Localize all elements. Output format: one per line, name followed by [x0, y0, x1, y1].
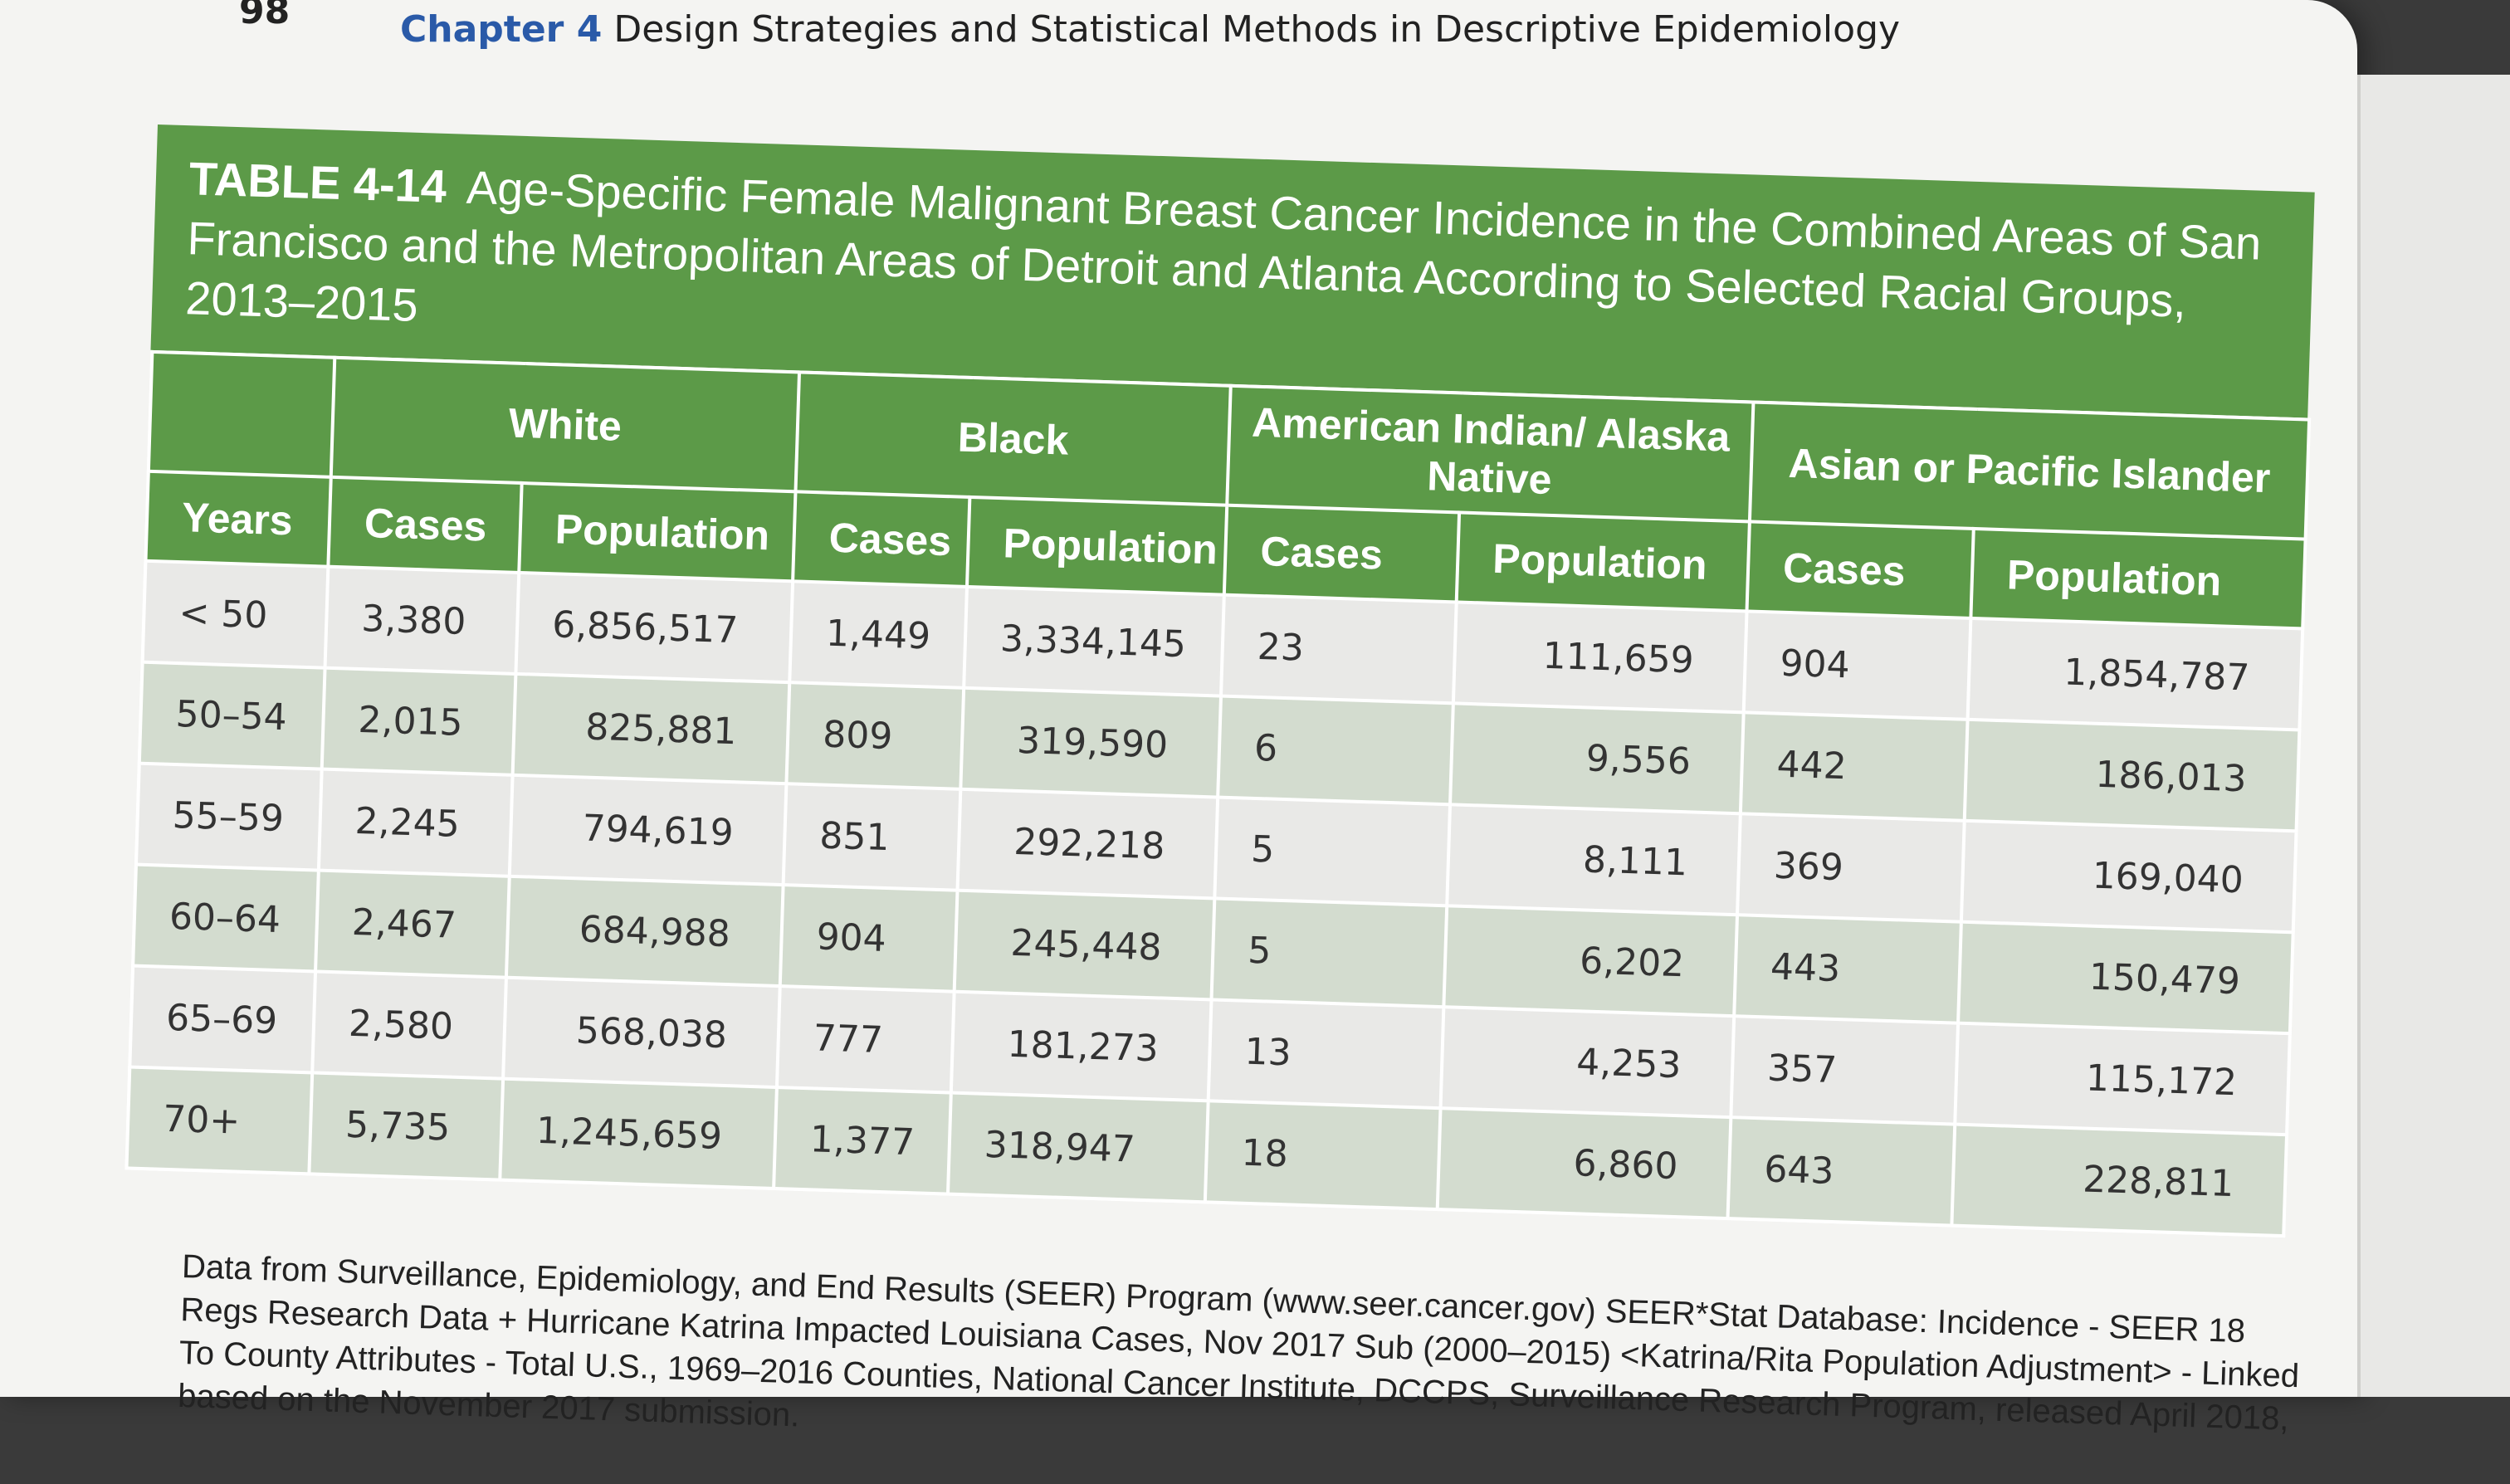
cell-aian-population: 6,202 — [1443, 906, 1738, 1017]
col-header-white-cases: Cases — [328, 476, 522, 573]
cell-aian-cases: 5 — [1211, 898, 1448, 1008]
cell-black-cases: 777 — [776, 986, 955, 1093]
group-header-white: White — [330, 357, 800, 492]
next-page-edge — [2357, 75, 2510, 1397]
cell-black-population: 181,273 — [950, 991, 1212, 1101]
cell-black-cases: 809 — [786, 682, 964, 789]
cell-years: 55–59 — [135, 763, 322, 871]
cell-aian-cases: 13 — [1208, 999, 1444, 1109]
cell-aian-cases: 5 — [1214, 797, 1451, 906]
cell-aian-population: 8,111 — [1447, 804, 1741, 915]
cell-aian-population: 9,556 — [1450, 703, 1744, 814]
group-header-american-indian: American Indian/ Alaska Native — [1227, 385, 1754, 522]
cell-api-cases: 369 — [1737, 813, 1965, 922]
cell-white-cases: 3,380 — [325, 566, 520, 674]
cell-aian-population: 4,253 — [1440, 1007, 1735, 1118]
cell-api-population: 150,479 — [1958, 921, 2293, 1034]
col-header-black-population: Population — [966, 496, 1228, 595]
cell-white-cases: 5,735 — [309, 1072, 504, 1180]
cell-api-cases: 357 — [1731, 1016, 1959, 1125]
cell-api-cases: 442 — [1740, 712, 1968, 821]
cell-black-cases: 1,449 — [789, 581, 967, 688]
cell-white-population: 6,856,517 — [515, 572, 794, 683]
cell-years: 60–64 — [133, 864, 319, 972]
cell-white-population: 684,988 — [505, 876, 784, 987]
group-header-black: Black — [795, 372, 1231, 505]
cell-years: 70+ — [126, 1067, 313, 1174]
cell-api-cases: 443 — [1734, 915, 1961, 1023]
col-header-aian-cases: Cases — [1223, 505, 1460, 603]
cell-white-population: 825,881 — [512, 673, 790, 784]
page-number: 98 — [239, 0, 291, 32]
chapter-label: Chapter 4 — [400, 8, 603, 51]
cell-white-population: 568,038 — [503, 977, 780, 1088]
col-header-aian-population: Population — [1456, 512, 1750, 612]
cell-api-population: 169,040 — [1961, 820, 2297, 933]
col-header-api-cases: Cases — [1746, 521, 1974, 618]
data-table-container: TABLE 4-14 Age-Specific Female Malignant … — [125, 124, 2315, 1238]
cell-aian-cases: 23 — [1221, 594, 1457, 704]
col-header-years: Years — [145, 471, 331, 567]
cell-black-cases: 851 — [783, 783, 961, 891]
cell-black-cases: 1,377 — [774, 1087, 951, 1194]
cell-black-cases: 904 — [779, 885, 958, 992]
cell-api-population: 228,811 — [1951, 1124, 2288, 1237]
chapter-title: Design Strategies and Statistical Method… — [613, 8, 1901, 51]
col-header-api-population: Population — [1970, 528, 2306, 629]
cell-years: 50–54 — [139, 661, 325, 769]
cell-white-cases: 2,467 — [315, 870, 510, 978]
table-body: < 50 3,380 6,856,517 1,449 3,334,145 23 … — [126, 560, 2303, 1237]
cell-white-population: 1,245,659 — [500, 1078, 777, 1189]
years-group-cell — [148, 351, 335, 477]
cell-years: < 50 — [142, 560, 329, 668]
cell-black-population: 318,947 — [947, 1092, 1209, 1203]
cell-api-cases: 643 — [1727, 1117, 1956, 1226]
cell-black-population: 3,334,145 — [964, 586, 1224, 696]
cell-aian-population: 111,659 — [1453, 602, 1747, 713]
cell-white-cases: 2,580 — [312, 971, 506, 1079]
running-head: Chapter 4 Design Strategies and Statisti… — [400, 8, 1900, 51]
cell-black-population: 292,218 — [957, 788, 1218, 899]
cell-white-cases: 2,015 — [321, 667, 516, 775]
table-title: Age-Specific Female Malignant Breast Can… — [184, 160, 2263, 331]
cell-black-population: 319,590 — [960, 687, 1222, 798]
cell-aian-cases: 18 — [1204, 1101, 1441, 1210]
cell-aian-cases: 6 — [1218, 696, 1453, 805]
cell-api-population: 115,172 — [1955, 1023, 2290, 1135]
cell-aian-population: 6,860 — [1437, 1108, 1731, 1219]
cell-years: 65–69 — [129, 965, 316, 1073]
cell-api-population: 186,013 — [1964, 719, 2300, 832]
cell-api-population: 1,854,787 — [1967, 618, 2303, 730]
cell-white-cases: 2,245 — [318, 769, 513, 876]
cell-white-population: 794,619 — [509, 774, 787, 886]
group-header-asian-pacific: Asian or Pacific Islander — [1749, 402, 2310, 539]
cell-black-population: 245,448 — [954, 890, 1215, 1000]
col-header-black-cases: Cases — [793, 491, 970, 587]
cell-api-cases: 904 — [1743, 611, 1971, 720]
incidence-table: White Black American Indian/ Alaska Nati… — [125, 350, 2311, 1237]
col-header-white-population: Population — [519, 482, 796, 582]
table-label: TABLE 4-14 — [188, 152, 447, 212]
